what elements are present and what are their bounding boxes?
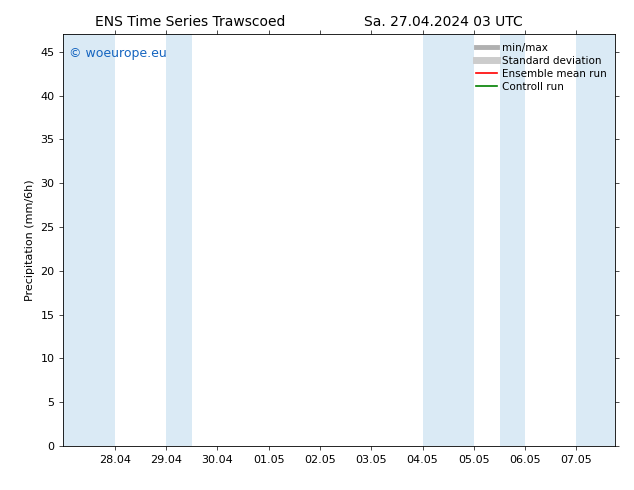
Bar <box>63 34 115 446</box>
Bar <box>423 34 474 446</box>
Text: Sa. 27.04.2024 03 UTC: Sa. 27.04.2024 03 UTC <box>365 15 523 29</box>
Text: © woeurope.eu: © woeurope.eu <box>69 47 167 60</box>
Bar <box>166 34 191 446</box>
Y-axis label: Precipitation (mm/6h): Precipitation (mm/6h) <box>25 179 35 301</box>
Bar <box>500 34 525 446</box>
Bar <box>576 34 615 446</box>
Legend: min/max, Standard deviation, Ensemble mean run, Controll run: min/max, Standard deviation, Ensemble me… <box>473 40 610 95</box>
Text: ENS Time Series Trawscoed: ENS Time Series Trawscoed <box>95 15 285 29</box>
